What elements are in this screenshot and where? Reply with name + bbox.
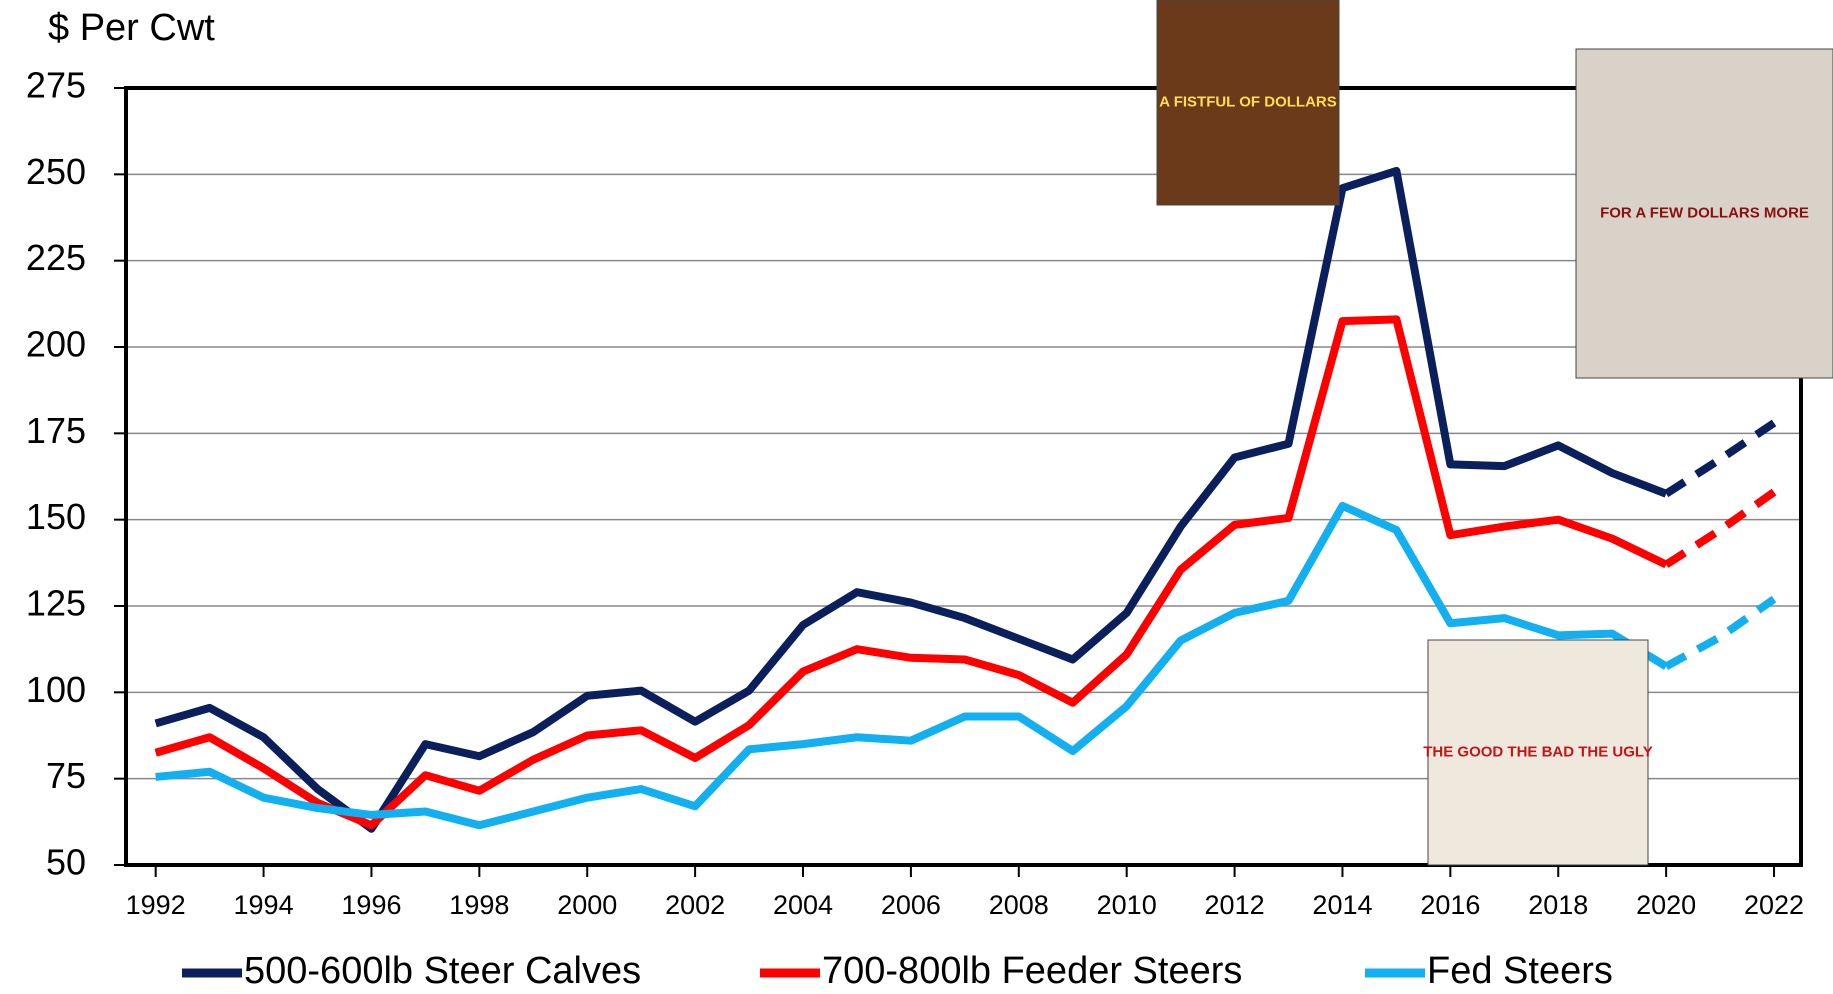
legend-label: 700-800lb Feeder Steers [822,950,1242,992]
y-tick-label: 125 [26,583,86,624]
poster [1427,639,1649,866]
x-tick-label: 1992 [126,890,186,920]
series-forecast-line [1663,488,1777,568]
series-line [154,315,1668,830]
series-forecast-line [1664,595,1777,670]
x-tick-label: 2012 [1205,890,1265,920]
y-tick-label: 225 [26,237,86,278]
y-tick-label: 50 [46,842,86,883]
y-axis-label: $ Per Cwt [48,7,215,49]
x-tick-label: 2018 [1528,890,1588,920]
x-tick-label: 2022 [1744,890,1804,920]
x-tick-label: 2014 [1312,890,1372,920]
y-tick-label: 275 [26,65,86,106]
y-tick-label: 150 [26,496,86,537]
series-line [154,166,1668,833]
legend-label: 500-600lb Steer Calves [244,950,641,992]
poster [1156,0,1340,206]
y-tick-label: 175 [26,410,86,451]
y-tick-label: 75 [46,755,86,796]
x-tick-label: 1994 [234,890,294,920]
series-forecast-line [1663,419,1777,498]
x-tick-label: 1998 [449,890,509,920]
y-tick-label: 200 [26,324,86,365]
poster-title: A FISTFUL OF DOLLARS [1159,93,1337,110]
poster-title: THE GOOD THE BAD THE UGLY [1423,743,1652,760]
series-line [155,501,1669,830]
legend-label: Fed Steers [1427,950,1613,992]
x-tick-label: 2008 [989,890,1049,920]
y-tick-label: 100 [26,669,86,710]
x-tick-label: 2020 [1636,890,1696,920]
x-tick-label: 2016 [1420,890,1480,920]
x-tick-label: 2002 [665,890,725,920]
x-tick-label: 1996 [341,890,401,920]
poster [1575,48,1833,379]
x-tick-label: 2006 [881,890,941,920]
x-tick-label: 2000 [557,890,617,920]
poster-title: FOR A FEW DOLLARS MORE [1600,204,1809,221]
x-tick-label: 2004 [773,890,833,920]
y-tick-label: 250 [26,151,86,192]
plot-frame [124,86,1803,867]
x-tick-label: 2010 [1097,890,1157,920]
